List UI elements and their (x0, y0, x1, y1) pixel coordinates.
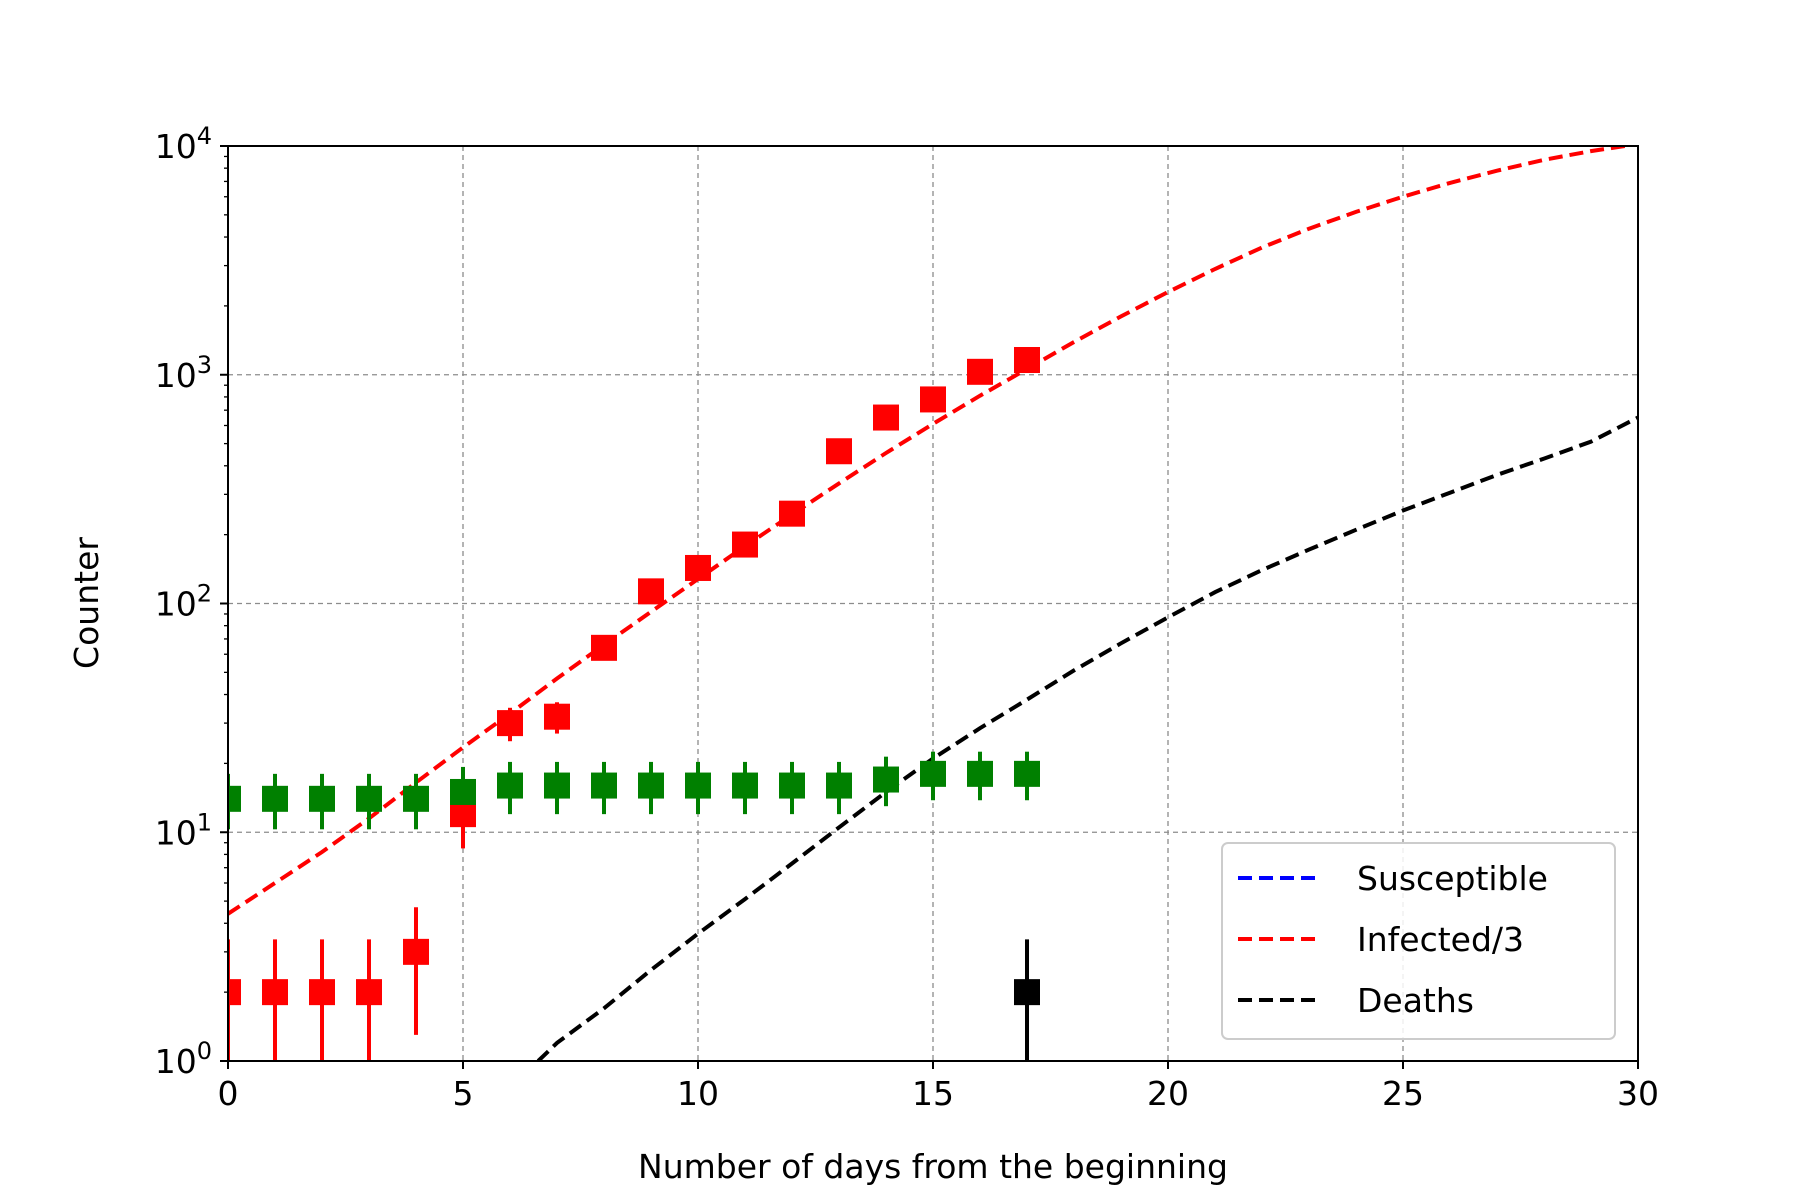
data-point (262, 785, 288, 812)
data-point (450, 778, 476, 805)
y-axis-title: Counter (67, 537, 106, 669)
x-tick-label: 10 (677, 1074, 719, 1113)
data-point (920, 386, 946, 413)
y-axis-ticks: 100 101 102 103 104 (155, 122, 228, 1081)
data-point (450, 801, 476, 828)
data-point (779, 500, 805, 527)
data-point (356, 785, 382, 812)
x-tick-label: 30 (1617, 1074, 1659, 1113)
legend-label: Infected/3 (1357, 920, 1524, 959)
x-tick-label: 0 (218, 1074, 239, 1113)
data-point (544, 703, 570, 730)
data-point (779, 772, 805, 799)
model-curves (228, 146, 1638, 1061)
data-point (873, 404, 899, 431)
data-point (638, 578, 664, 605)
data-point (826, 772, 852, 799)
x-tick-label: 5 (453, 1074, 474, 1113)
data-point (873, 766, 899, 793)
data-point (967, 760, 993, 787)
model-curve (536, 415, 1638, 1061)
data-point (228, 979, 241, 1006)
x-tick-label: 20 (1147, 1074, 1189, 1113)
y-tick-label: 104 (155, 122, 212, 166)
data-point (497, 772, 523, 799)
x-axis-ticks: 0 5 10 15 20 25 30 (218, 1061, 1659, 1113)
data-point (591, 634, 617, 661)
data-point (638, 772, 664, 799)
x-axis-title: Number of days from the beginning (638, 1147, 1228, 1186)
legend: Susceptible Infected/3 Deaths (1221, 842, 1616, 1040)
y-tick-label: 100 (155, 1037, 212, 1081)
data-points (228, 347, 1040, 1061)
y-tick-label: 101 (155, 808, 212, 852)
x-tick-label: 25 (1382, 1074, 1424, 1113)
data-point (309, 785, 335, 812)
legend-box (1221, 842, 1616, 1040)
y-tick-label: 103 (155, 351, 212, 395)
data-point (262, 979, 288, 1006)
data-point (732, 531, 758, 558)
data-point (826, 438, 852, 465)
y-tick-label: 102 (155, 580, 212, 624)
data-point (356, 979, 382, 1006)
data-point (685, 772, 711, 799)
data-point (309, 979, 335, 1006)
data-point (591, 772, 617, 799)
data-point (403, 785, 429, 812)
legend-label: Deaths (1357, 981, 1474, 1020)
data-point (732, 772, 758, 799)
data-point (497, 710, 523, 737)
data-point (228, 785, 241, 812)
x-tick-label: 15 (912, 1074, 954, 1113)
data-point (403, 938, 429, 965)
data-point (685, 554, 711, 581)
data-point (1014, 979, 1040, 1006)
data-point (920, 760, 946, 787)
data-point (967, 358, 993, 385)
data-point (544, 772, 570, 799)
data-point (1014, 347, 1040, 374)
legend-label: Susceptible (1357, 859, 1548, 898)
data-point (1014, 760, 1040, 787)
